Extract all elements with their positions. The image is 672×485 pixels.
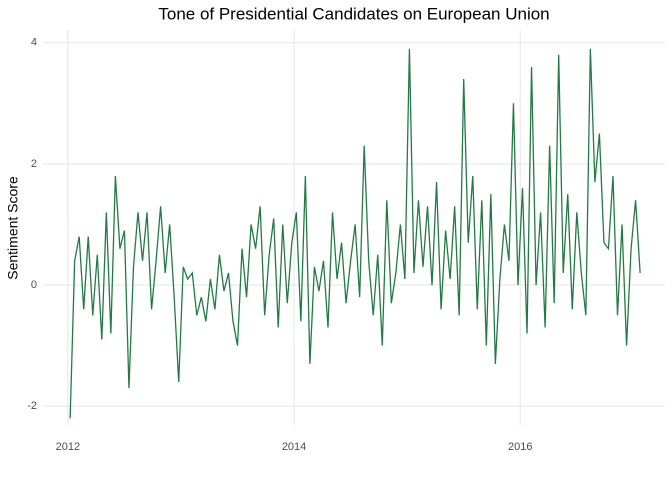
y-axis-label: Sentiment Score bbox=[5, 176, 21, 280]
x-tick-label: 2016 bbox=[508, 441, 532, 453]
x-tick-label: 2014 bbox=[282, 441, 306, 453]
y-tick-label: -2 bbox=[27, 400, 37, 412]
x-tick-label: 2012 bbox=[56, 441, 80, 453]
y-tick-label: 0 bbox=[31, 279, 37, 291]
data-line bbox=[69, 48, 641, 419]
chart-title: Tone of Presidential Candidates on Europ… bbox=[158, 4, 549, 23]
y-tick-label: 4 bbox=[31, 37, 37, 49]
y-tick-label: 2 bbox=[31, 158, 37, 170]
